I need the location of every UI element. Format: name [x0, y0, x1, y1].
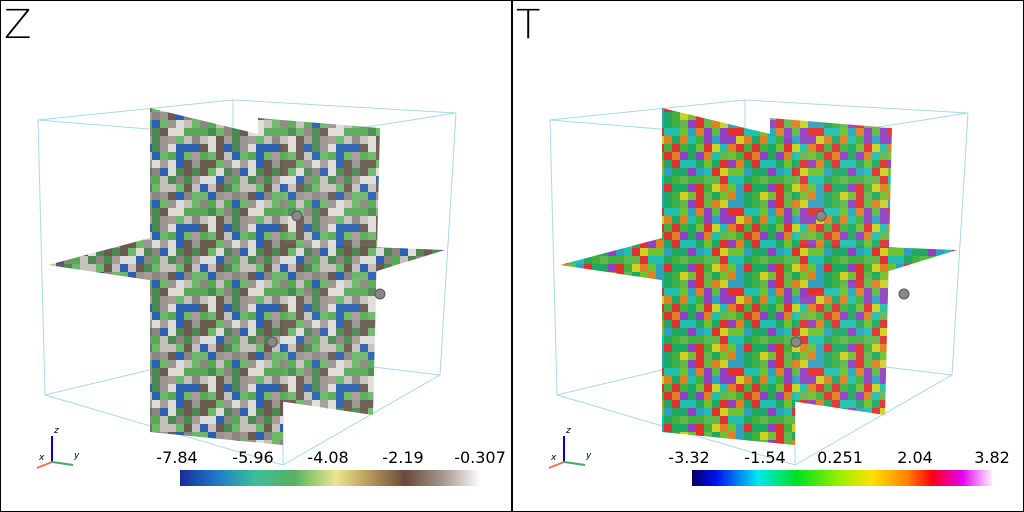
axis-label: x [38, 453, 45, 463]
box-edge [794, 374, 953, 466]
colorbar-tick-label: -7.84 [156, 448, 197, 467]
colorbar-tick-label: -1.54 [744, 448, 785, 467]
axis-label: x [550, 453, 557, 463]
sphere [815, 210, 827, 222]
panel-title: T [516, 2, 540, 48]
box-edge [439, 112, 457, 376]
colorbar-tick-label: -0.307 [454, 448, 506, 467]
axis-x [548, 461, 565, 469]
axis-label: z [565, 426, 571, 436]
colorbar-tick-label: 3.82 [974, 448, 1010, 467]
box-edge [951, 112, 969, 376]
colorbar [180, 470, 480, 486]
axis-label: z [53, 426, 59, 436]
colorbar-tick-label: 2.04 [897, 448, 933, 467]
axis-y [563, 461, 586, 466]
panel: Z -7.84 -5.96 -4.08 -2.19 -0.307 z x y [4, 2, 506, 486]
colorbar-tick-label: -5.96 [232, 448, 273, 467]
sphere [374, 288, 386, 300]
colorbar-tick-label: -2.19 [382, 448, 423, 467]
box-edge [37, 119, 46, 396]
box-edge [232, 99, 457, 114]
box-edge [744, 99, 969, 114]
sphere [898, 288, 910, 300]
slice-plane [48, 238, 445, 300]
sphere [790, 336, 802, 348]
axis-y [51, 461, 74, 466]
axis-label: y [585, 451, 592, 461]
colorbar [692, 470, 992, 486]
box-edge [549, 99, 746, 121]
axis-x [36, 461, 53, 469]
box-edge [37, 99, 234, 121]
slice-plane [150, 280, 283, 445]
axis-label: y [73, 451, 80, 461]
sphere [266, 336, 278, 348]
box-edge [549, 119, 558, 396]
colorbar-tick-label: -4.08 [307, 448, 348, 467]
sphere [291, 210, 303, 222]
panel-title: Z [4, 2, 31, 48]
slice-plane [662, 280, 795, 445]
slice-plane [560, 238, 957, 300]
box-edge [282, 374, 441, 466]
colorbar-tick-label: 0.251 [817, 448, 863, 467]
panel: T -3.32 -1.54 0.251 2.04 3.82 z x y [516, 2, 1010, 486]
colorbar-tick-label: -3.32 [668, 448, 709, 467]
